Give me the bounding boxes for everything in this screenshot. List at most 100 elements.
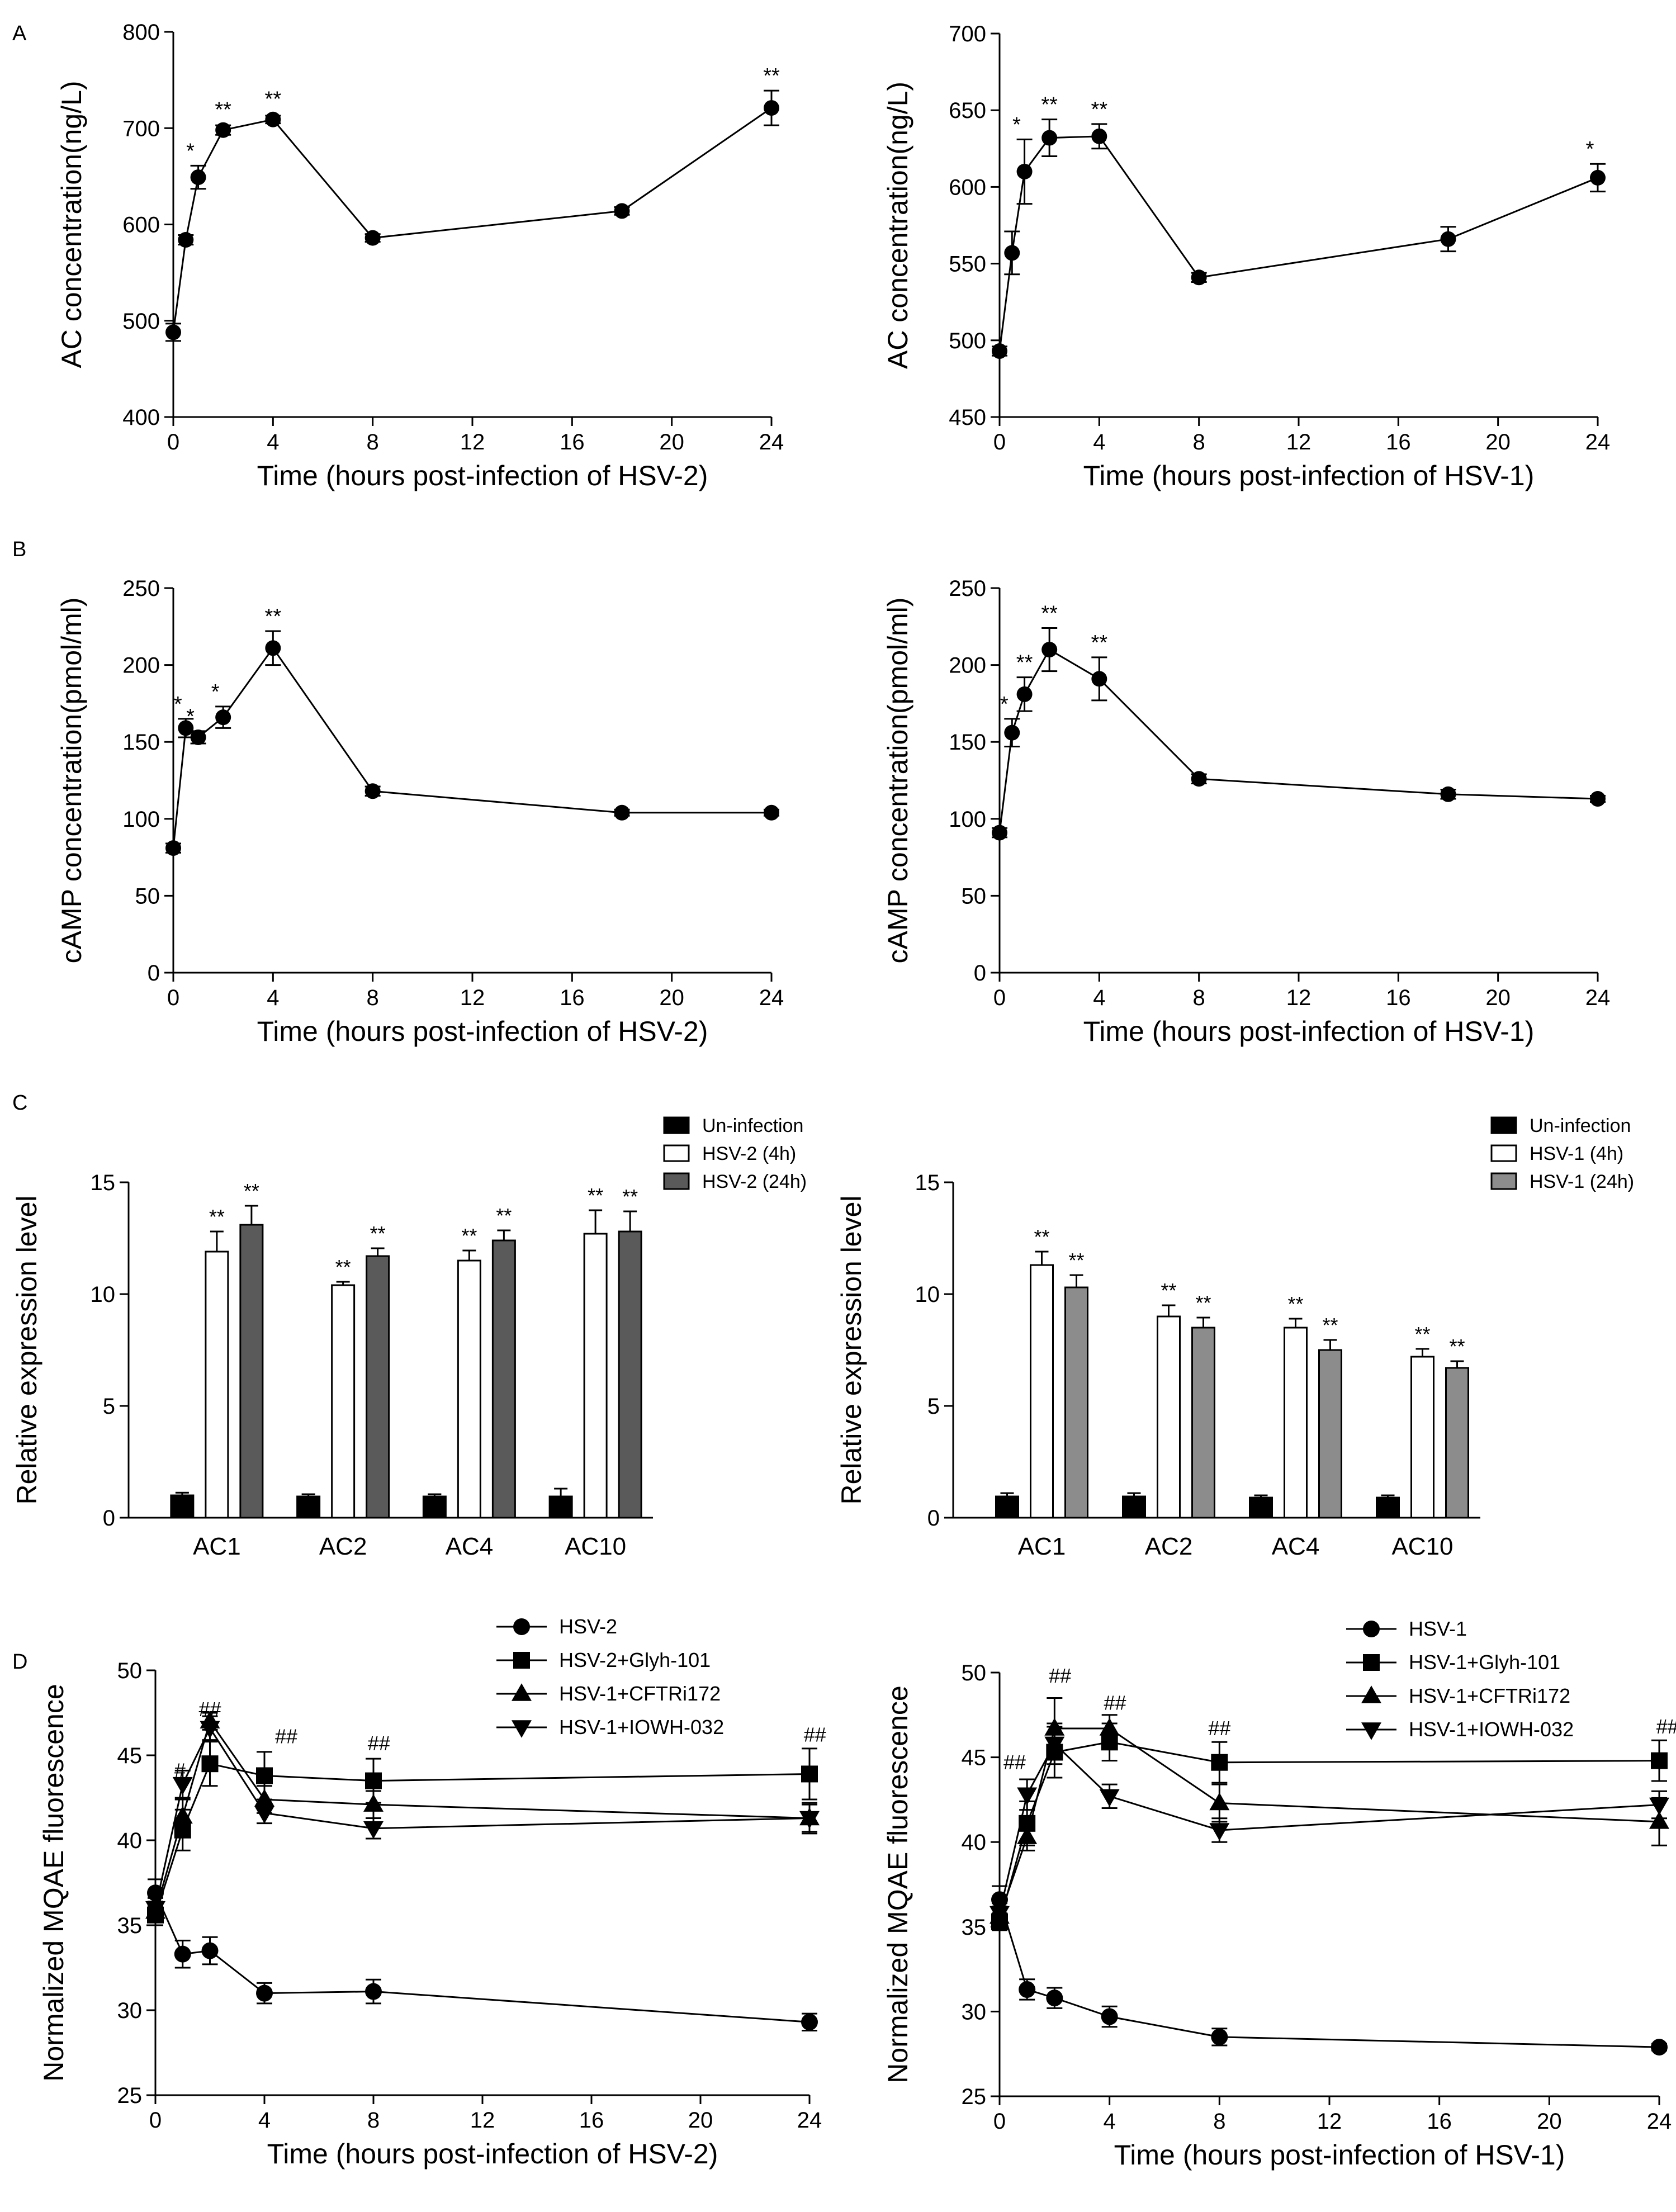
y-tick-label: 35: [962, 1915, 987, 1940]
y-tick-label: 15: [915, 1171, 940, 1195]
data-point: [1651, 2039, 1668, 2056]
data-point: [799, 1811, 820, 1829]
legend-marker: [513, 1652, 530, 1669]
legend-label: HSV-2: [559, 1615, 617, 1638]
y-axis-label: Relative expression level: [11, 1195, 42, 1504]
bar: [1318, 1349, 1342, 1519]
x-tick-label: 4: [267, 430, 279, 454]
series-HSV-1: [991, 1885, 1668, 2056]
data-point: [1590, 791, 1606, 807]
hash-annotation: ##: [275, 1725, 297, 1748]
y-tick-label: 600: [122, 213, 160, 238]
data-point: [992, 343, 1007, 359]
significance-label: *: [1586, 138, 1594, 161]
legend-marker: [512, 1720, 532, 1738]
legend-swatch: [1490, 1172, 1517, 1190]
significance-label: **: [1091, 631, 1108, 655]
significance-label: **: [1195, 1291, 1211, 1314]
significance-label: **: [461, 1224, 477, 1247]
x-tick-label: 8: [367, 986, 379, 1010]
significance-label: **: [265, 88, 282, 111]
x-tick-label: 20: [1485, 986, 1511, 1010]
legend-marker: [512, 1683, 532, 1701]
significance-label: **: [1068, 1249, 1084, 1272]
hash-annotation: ##: [1656, 1715, 1676, 1738]
y-tick-label: 800: [122, 20, 160, 45]
data-point: [1211, 2028, 1228, 2045]
legend-marker: [1363, 1654, 1380, 1671]
y-tick-label: 550: [949, 252, 986, 277]
x-tick-label: 0: [149, 2108, 162, 2133]
data-point: [201, 1942, 219, 1959]
x-tick-label: 16: [560, 986, 585, 1010]
y-tick-label: 450: [949, 405, 986, 430]
x-axis-label: Time (hours post-infection of HSV-1): [1114, 2139, 1565, 2171]
legend-marker: [1361, 1685, 1381, 1703]
bar: [491, 1239, 516, 1519]
hash-annotation: ##: [1104, 1692, 1126, 1714]
significance-label: **: [763, 64, 780, 88]
significance-label: **: [265, 605, 282, 628]
significance-label: **: [244, 1180, 259, 1202]
y-axis-label: AC concentration(ng/L): [882, 82, 913, 369]
series-line: [154, 1726, 810, 1908]
data-point: [201, 1755, 219, 1773]
data-point: [764, 804, 779, 821]
series-HSV-1: *** ***: [992, 93, 1606, 359]
significance-label: *: [174, 693, 182, 716]
x-axis-label: Time (hours post-infection of HSV-2): [257, 460, 708, 491]
x-tick-label: 20: [1537, 2109, 1562, 2134]
data-point: [1041, 130, 1058, 146]
significance-label: **: [622, 1185, 638, 1208]
x-tick-label: 20: [659, 430, 684, 454]
y-tick-label: 0: [148, 961, 160, 986]
data-point: [801, 2014, 818, 2031]
data-point: [165, 324, 181, 340]
data-point: [1017, 1826, 1038, 1844]
data-point: [1191, 771, 1207, 787]
y-tick-label: 10: [91, 1282, 116, 1307]
series-HSV-1+CFTRi172: [145, 1711, 820, 1923]
legend-label: HSV-1+IOWH-032: [559, 1716, 724, 1739]
bar: [296, 1495, 321, 1519]
series-HSV-1+Glyh-101: [991, 1722, 1668, 1931]
significance-label: **: [209, 1205, 225, 1228]
data-point: [1440, 231, 1456, 247]
data-point: [363, 1821, 384, 1839]
series-HSV-1+IOWH-032: [145, 1715, 820, 1920]
y-tick-label: 45: [962, 1746, 987, 1770]
data-point: [1101, 2008, 1118, 2025]
y-tick-label: 0: [927, 1506, 940, 1531]
chart-A-right: 450 500 550 600 650 700 AC concentration(ng/L)…: [882, 22, 1610, 491]
significance-label: **: [1322, 1314, 1338, 1337]
data-point: [1017, 1787, 1038, 1806]
y-tick-label: 700: [949, 22, 986, 46]
legend-marker: [1361, 1722, 1381, 1740]
data-point: [764, 100, 779, 116]
bar: [1030, 1264, 1054, 1519]
significance-label: **: [496, 1204, 512, 1227]
y-tick-label: 250: [122, 576, 160, 601]
series-line: [998, 648, 1598, 833]
x-tick-label: 20: [659, 986, 684, 1010]
bar: [457, 1259, 481, 1519]
legend-label: HSV-1 (4h): [1530, 1143, 1623, 1164]
data-point: [1099, 1789, 1120, 1807]
data-point: [614, 203, 630, 219]
category-label: AC1: [193, 1533, 241, 1560]
series-line: [154, 1892, 810, 2023]
hash-annotation: ##: [804, 1723, 826, 1746]
x-tick-label: 4: [1093, 430, 1105, 454]
y-tick-label: 10: [915, 1282, 940, 1307]
data-point: [256, 1767, 273, 1784]
x-tick-label: 4: [1093, 986, 1105, 1010]
series-line: [998, 135, 1598, 352]
x-tick-label: 4: [267, 986, 279, 1010]
panel-letter-d: D: [12, 1650, 27, 1674]
legend-label: HSV-1 (24h): [1530, 1171, 1634, 1192]
x-tick-label: 0: [993, 430, 1006, 454]
series-HSV-2: *** ****: [165, 64, 780, 342]
x-tick-label: 12: [470, 2108, 495, 2133]
